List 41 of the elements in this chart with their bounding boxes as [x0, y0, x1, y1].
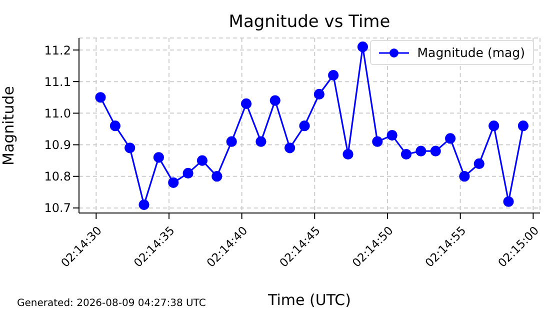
point	[459, 171, 470, 182]
point	[503, 196, 514, 207]
point	[386, 130, 398, 141]
y-tick-label: 11.0	[44, 106, 71, 120]
point	[95, 92, 106, 103]
point	[488, 120, 500, 132]
point	[256, 136, 266, 147]
point	[445, 133, 456, 144]
point	[342, 148, 354, 160]
chart-title: Magnitude vs Time	[228, 12, 392, 32]
y-tick-label: 10.9	[44, 138, 71, 152]
point	[138, 199, 150, 210]
point	[153, 152, 164, 163]
point	[474, 158, 484, 170]
point	[270, 95, 280, 106]
point	[518, 120, 529, 132]
y-tick-label: 10.8	[44, 170, 71, 184]
y-tick-label: 10.7	[44, 201, 71, 216]
point	[212, 171, 222, 182]
legend-label: Magnitude (mag)	[417, 45, 525, 60]
point	[110, 120, 120, 132]
point	[299, 120, 310, 132]
point	[372, 136, 383, 147]
point	[314, 88, 325, 100]
y-tick-label: 11.2	[44, 43, 71, 58]
point	[284, 142, 296, 154]
x-axis-title: Time (UTC)	[267, 291, 351, 309]
point	[226, 136, 237, 147]
text: Generated: 2026-08-09 04:27:38 UTC	[17, 298, 206, 309]
point	[182, 168, 194, 178]
point	[400, 148, 412, 160]
point	[357, 42, 368, 52]
point	[241, 98, 252, 110]
point	[416, 146, 426, 156]
point	[196, 155, 208, 166]
point	[124, 142, 136, 154]
point	[168, 177, 179, 188]
point	[430, 146, 441, 156]
y-axis-title: Magnitude	[0, 86, 18, 166]
y-tick-label: 11.1	[44, 74, 71, 89]
point	[328, 70, 339, 81]
